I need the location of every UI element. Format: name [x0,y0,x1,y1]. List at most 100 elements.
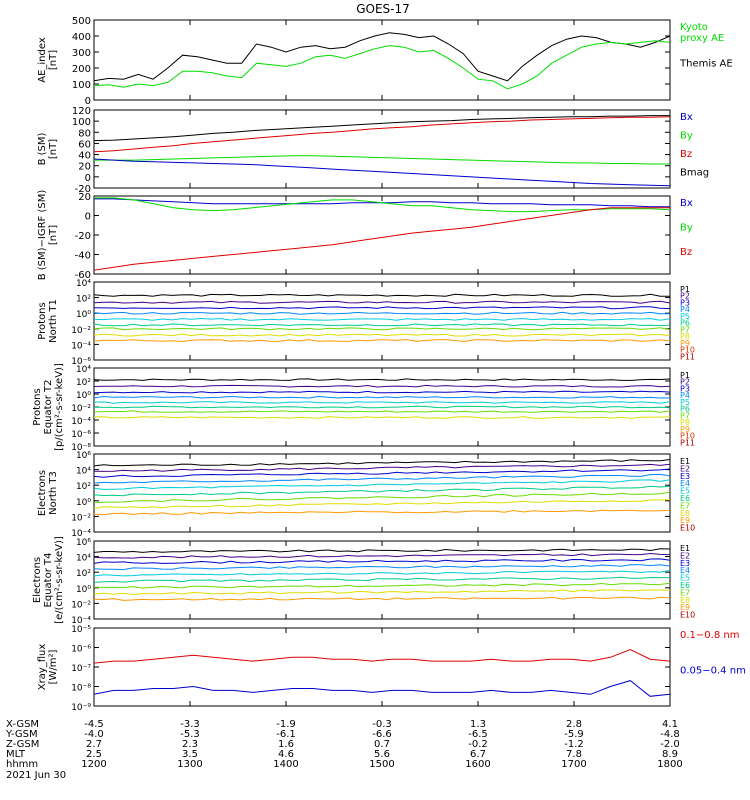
axis-value: 2.8 [566,719,582,730]
y-tick-label: 10⁻⁵ [71,625,91,635]
legend-entry: E4 [680,566,690,575]
y-tick-label: 10⁴ [76,365,91,375]
axis-value: -3.3 [180,719,200,730]
panel-frame [93,19,671,101]
y-tick-label: 10⁰ [76,498,91,508]
y-tick-label: 10⁶ [76,538,91,548]
legend-entry: P10 [680,346,695,355]
panel-frame [93,195,671,275]
y-tick-label: 10⁰ [76,310,91,320]
legend-entry: P7 [680,325,690,334]
series-e_equator-E1 [93,548,671,553]
legend-entry: E2 [680,464,690,473]
axis-value: 1.6 [278,739,294,750]
legend-entry: P5 [680,312,690,321]
y-axis-label-line: North T3 [48,471,59,515]
legend-entry: E9 [680,516,690,525]
y-tick-label: 120 [72,106,91,117]
series-e_equator-E8 [93,589,671,596]
y-tick-label: 10² [76,378,91,388]
legend-entry: P1 [680,285,690,294]
series-xray-0.05−0.4 nm [93,680,671,697]
legend-entry: P5 [680,398,690,407]
legend-entry: P1 [680,371,690,380]
y-tick-label: 10⁻² [71,326,91,336]
series-p_equator-P5 [93,401,671,404]
y-tick-label: 10⁴ [76,467,91,477]
panel-p_equator: 10⁻⁸ 10⁻⁶ 10⁻⁴ 10⁻² 10⁰ 10² 10⁴ ProtonsEquator … [32,363,695,453]
series-e_north-E9 [93,509,671,516]
legend-entry: 0.1−0.8 nm [680,630,739,641]
legend-entry: E8 [680,596,690,605]
series-e_north-E3 [93,468,671,478]
legend-entry: E10 [680,611,695,620]
y-tick-label: 10² [76,569,91,579]
y-tick-label: 10⁴ [76,279,91,289]
y-axis-label-line: North T1 [48,299,59,343]
series-e_equator-E4 [93,564,671,571]
series-e_equator-E7 [93,582,671,589]
legend-entry: P9 [680,425,690,434]
series-p_north-P6 [93,323,671,327]
y-tick-label: 10⁶ [76,451,91,461]
y-tick-label: 10⁻⁶ [71,357,91,367]
y-axis-label-line: Equator T4 [43,553,54,608]
figure-date: 2021 Jun 30 [6,770,66,781]
legend-entry: E7 [680,501,690,510]
series-ae-Themis AE [93,32,671,82]
y-tick-label: 10⁻⁴ [71,529,91,539]
series-e_equator-E6 [93,576,670,583]
y-tick-label: 10⁻⁸ [71,684,91,694]
y-tick-label: 10⁻⁷ [71,664,91,674]
axis-value: 2.7 [86,739,102,750]
legend-entry: P9 [680,339,690,348]
y-axis-label: B (SM)[nT] [37,132,59,165]
axis-row-label: Z-GSM [6,739,39,750]
series-p_north-P8 [93,333,671,337]
legend-entry: P4 [680,305,690,314]
y-tick-label: 10² [76,295,91,305]
axis-value: -0.3 [372,719,392,730]
axis-row-label: Y-GSM [5,729,38,740]
y-tick-label: 10⁻⁴ [71,341,91,351]
y-axis-label-line: Xray_flux [37,644,48,691]
axis-value: -4.8 [660,729,680,740]
series-e_equator-E3 [93,558,671,564]
series-p_north-P4 [93,311,670,315]
series-xray-0.1−0.8 nm [93,648,671,664]
series-bsm-Bz [93,116,671,153]
legend-entry: 0.05−0.4 nm [680,665,746,676]
y-tick-label: 200 [72,64,91,75]
y-tick-label: 20 [78,162,91,173]
series-bdiff-Bz [93,207,670,271]
legend-entry: P2 [680,292,690,301]
y-tick-label: 0 [85,212,91,223]
axis-value: -6.6 [372,729,392,740]
series-p_north-P5 [93,317,671,321]
axis-value: -1.9 [276,719,296,730]
panel-p_north: 10⁻⁶ 10⁻⁴ 10⁻² 10⁰ 10² 10⁴ ProtonsNorth T1 P1P2… [37,279,695,367]
legend-entry: E6 [680,581,690,590]
series-p_north-P9 [93,339,671,343]
y-axis-label-line: [e/(cm²-s-sr-keV)] [54,536,65,624]
series-p_equator-P6 [93,405,671,409]
legend-entry: E5 [680,487,690,496]
axis-value: -4.0 [84,729,104,740]
axis-value: 1200 [81,759,106,770]
axis-value: 1700 [561,759,586,770]
y-axis-label: AE_index[nT] [37,37,59,83]
legend-entry: P3 [680,298,690,307]
axis-value: 1.3 [470,719,486,730]
axis-row-label: hhmm [6,759,38,770]
series-p_equator-P2 [93,384,671,388]
y-axis-label-line: [nT] [48,50,59,70]
legend-entry: Bz [680,247,692,258]
series-e_north-E1 [93,459,671,467]
y-tick-label: 100 [72,80,91,91]
y-tick-label: 60 [78,139,91,150]
y-tick-label: 40 [78,151,91,162]
y-axis-label-line: Electrons [37,470,48,516]
legend-entry: P8 [680,332,690,341]
y-tick-label: 10⁻⁴ [71,417,91,427]
legend-entry: Bx [680,198,693,209]
